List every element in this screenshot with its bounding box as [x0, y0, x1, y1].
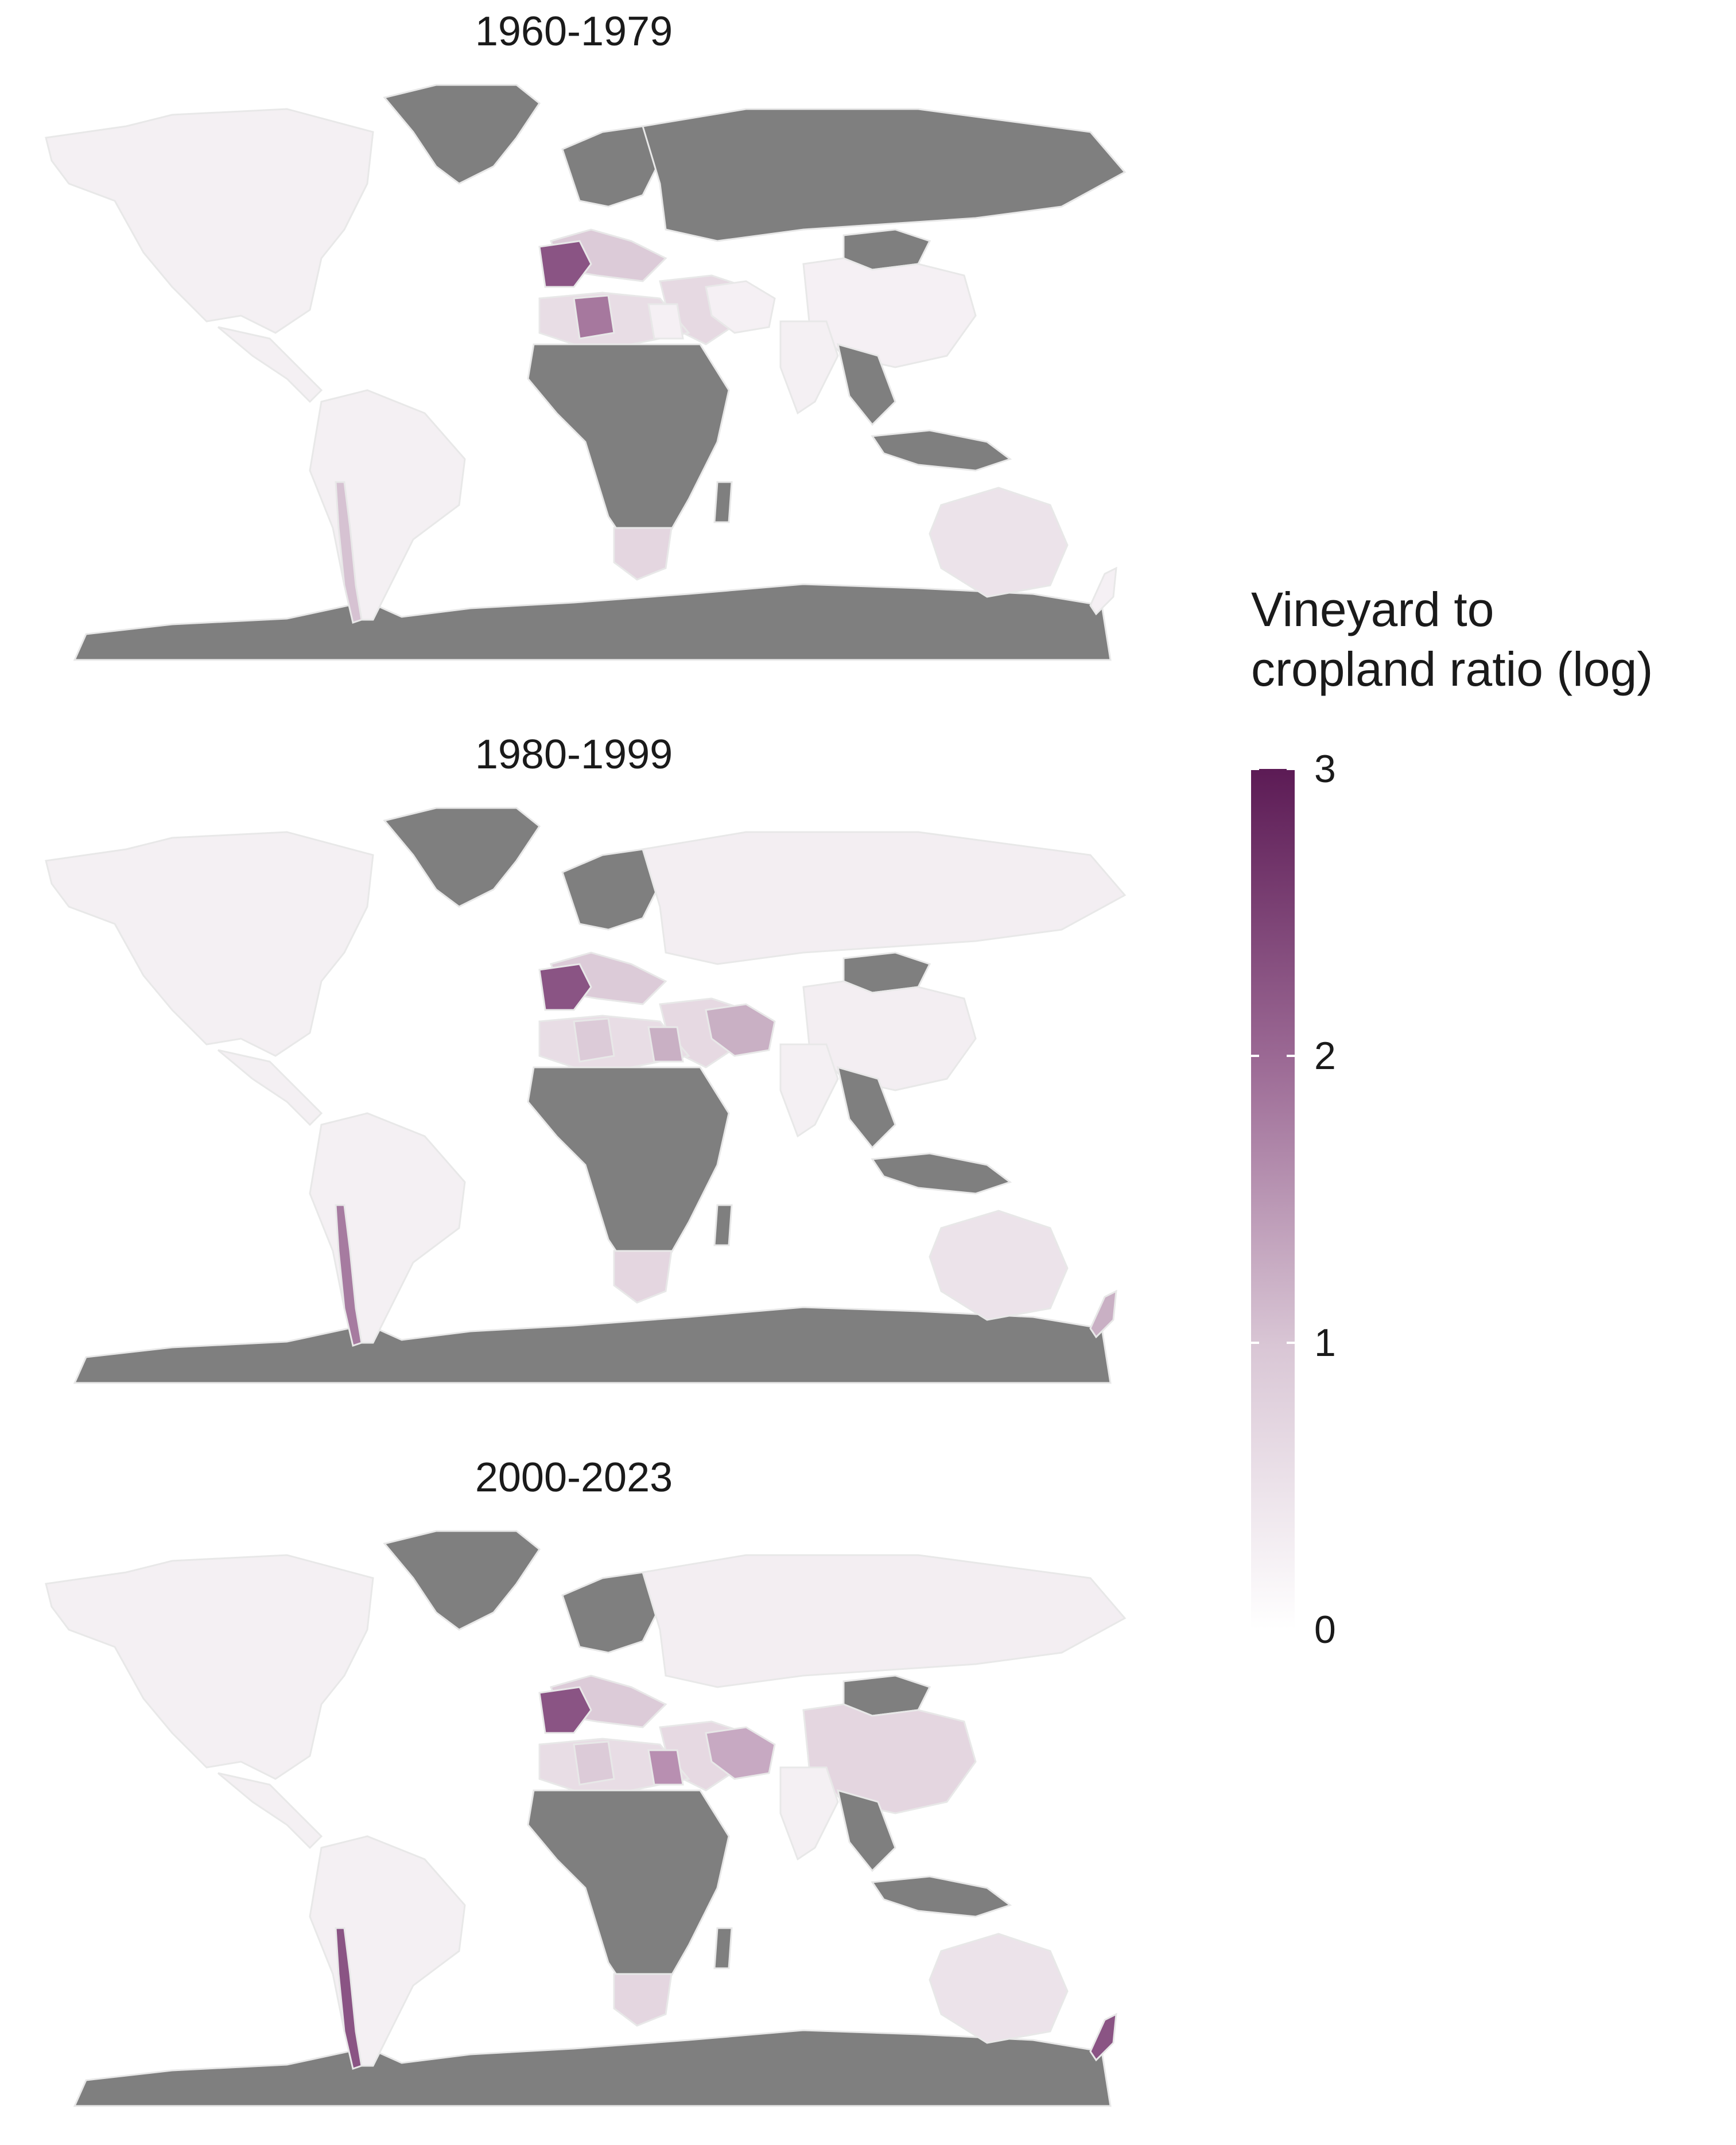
country-africa-central	[527, 1789, 730, 1998]
country-south-africa	[613, 1973, 673, 2027]
tick-label-2: 2	[1314, 1034, 1336, 1078]
map-panel-2: 1980-1999	[0, 729, 1148, 1406]
country-southeast-asia	[836, 343, 896, 426]
country-south-africa	[613, 1250, 673, 1304]
country-india	[779, 320, 839, 415]
country-greenland	[383, 807, 541, 908]
country-iberia-france	[538, 1686, 592, 1734]
country-australia	[929, 487, 1069, 598]
legend-colorbar	[1251, 768, 1295, 1630]
world-map	[45, 1530, 1127, 2107]
country-antarctica	[73, 1306, 1112, 1384]
country-indonesia	[871, 1152, 1012, 1195]
panel-title: 1960-1979	[475, 9, 673, 55]
country-indonesia	[871, 1875, 1012, 1918]
colorbar-rect	[1251, 769, 1295, 1630]
panel-title: 2000-2023	[475, 1455, 673, 1501]
tick-label-0: 0	[1314, 1608, 1336, 1652]
country-south-america	[309, 1835, 466, 2067]
map-panel-3: 2000-2023	[0, 1452, 1148, 2129]
country-africa-central	[527, 343, 730, 552]
country-russia	[642, 1554, 1127, 1688]
country-greenland	[383, 84, 541, 185]
world-map	[45, 807, 1127, 1384]
country-southeast-asia	[836, 1066, 896, 1149]
country-indonesia	[871, 429, 1012, 472]
world-map	[45, 84, 1127, 661]
country-madagascar	[713, 481, 733, 523]
country-south-america	[309, 1112, 466, 1344]
country-algeria	[573, 294, 615, 340]
country-chile	[335, 1927, 363, 2070]
legend: Vineyard to cropland ratio (log) 3 2 1 0	[1251, 580, 1733, 1649]
country-chile	[335, 1204, 363, 1347]
country-egypt	[647, 303, 684, 340]
country-russia	[642, 108, 1127, 242]
country-europe-north	[561, 125, 661, 208]
country-europe-north	[561, 848, 661, 931]
country-north-america	[45, 108, 374, 334]
country-iran	[705, 280, 776, 334]
country-greenland	[383, 1530, 541, 1631]
country-egypt	[647, 1749, 684, 1786]
country-new-zealand	[1089, 2012, 1117, 2062]
legend-title: Vineyard to cropland ratio (log)	[1251, 582, 1653, 696]
country-madagascar	[713, 1927, 733, 1969]
country-new-zealand	[1089, 1289, 1117, 1339]
country-central-america	[218, 1049, 323, 1126]
country-europe-north	[561, 1571, 661, 1654]
country-chile	[335, 481, 363, 624]
country-russia	[642, 831, 1127, 965]
country-india	[779, 1766, 839, 1861]
country-north-america	[45, 1554, 374, 1780]
country-algeria	[573, 1740, 615, 1786]
country-south-america	[309, 389, 466, 621]
country-central-america	[218, 1772, 323, 1849]
country-iberia-france	[538, 240, 592, 288]
country-africa-central	[527, 1066, 730, 1275]
country-egypt	[647, 1026, 684, 1063]
panel-title: 1980-1999	[475, 732, 673, 778]
country-iran	[705, 1003, 776, 1057]
country-southeast-asia	[836, 1789, 896, 1872]
country-antarctica	[73, 583, 1112, 661]
country-iran	[705, 1726, 776, 1780]
country-new-zealand	[1089, 566, 1117, 616]
map-panel-1: 1960-1979	[0, 6, 1148, 683]
country-australia	[929, 1210, 1069, 1321]
country-iberia-france	[538, 963, 592, 1011]
country-central-america	[218, 326, 323, 403]
tick-label-1: 1	[1314, 1321, 1336, 1365]
country-algeria	[573, 1017, 615, 1063]
tick-label-3: 3	[1314, 747, 1336, 791]
country-antarctica	[73, 2029, 1112, 2107]
country-north-america	[45, 831, 374, 1057]
country-india	[779, 1043, 839, 1138]
country-madagascar	[713, 1204, 733, 1246]
country-australia	[929, 1933, 1069, 2044]
country-south-africa	[613, 527, 673, 581]
